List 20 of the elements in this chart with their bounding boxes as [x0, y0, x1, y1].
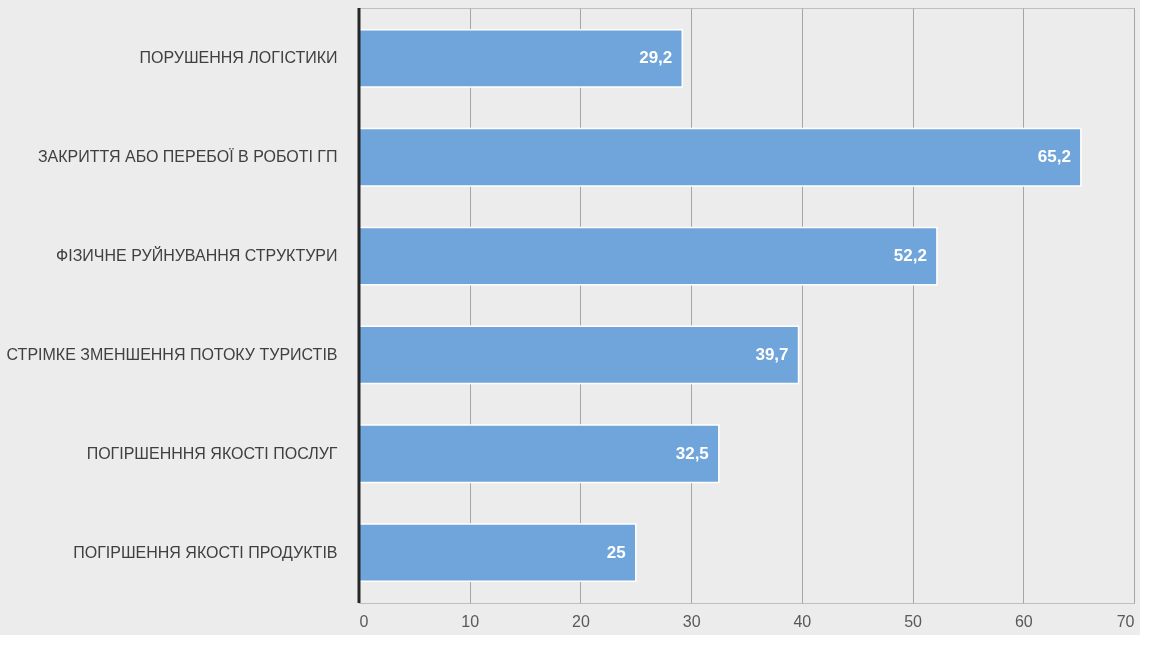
data-label: 39,7	[755, 344, 789, 364]
y-tick-label: ПОГІРШЕНННЯ ЯКОСТІ ПОСЛУГ	[86, 444, 338, 462]
x-tick-label: 40	[793, 612, 812, 630]
x-tick-label: 30	[682, 612, 701, 630]
data-label: 29,2	[639, 48, 673, 68]
x-tick-label: 0	[359, 612, 369, 630]
x-tick-label: 60	[1014, 612, 1033, 630]
x-tick-label: 50	[904, 612, 923, 630]
data-label: 65,2	[1037, 147, 1071, 167]
data-label: 32,5	[675, 443, 709, 463]
y-tick-label: ФІЗИЧНЕ РУЙНУВАННЯ СТРУКТУРИ	[56, 246, 338, 265]
y-tick-label: ПОГІРШЕННЯ ЯКОСТІ ПРОДУКТІВ	[73, 543, 338, 561]
data-label: 25	[606, 542, 626, 562]
x-tick-label: 20	[572, 612, 590, 630]
y-tick-label: ЗАКРИТТЯ АБО ПЕРЕБОЇ В РОБОТІ ГП	[37, 148, 338, 166]
x-tick-label: 70	[1116, 612, 1135, 630]
data-label: 52,2	[893, 246, 927, 266]
y-tick-label: СТРІМКЕ ЗМЕНШЕННЯ ПОТОКУ ТУРИСТІВ	[6, 345, 338, 363]
x-tick-label: 10	[461, 612, 480, 630]
y-tick-label: ПОРУШЕННЯ ЛОГІСТИКИ	[139, 49, 338, 67]
